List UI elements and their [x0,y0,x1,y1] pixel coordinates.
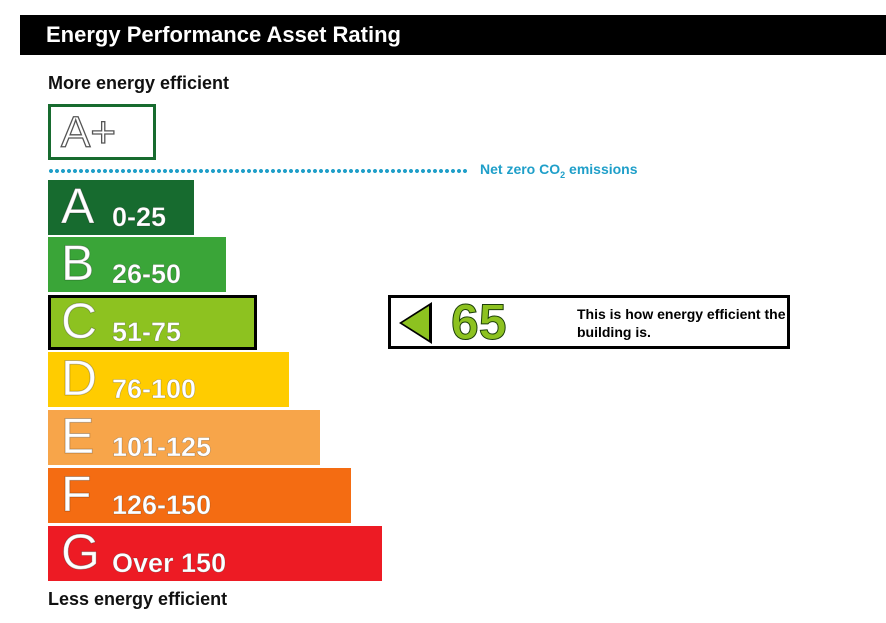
rating-band-e: E 101-125 [48,408,320,465]
band-letter: D [60,350,98,407]
band-letter: B [60,235,95,292]
net-zero-prefix: Net zero CO [480,161,561,177]
rating-band-b: B 26-50 [48,235,226,292]
aplus-letter: A+ [60,107,117,157]
band-range: 0-25 [112,202,167,233]
rating-band-g: G Over 150 [48,524,382,581]
band-letter: C [60,293,98,350]
band-letter: G [61,524,101,581]
current-rating-indicator: 65 This is how energy efficient the buil… [388,294,790,351]
band-range: 26-50 [112,259,182,290]
rating-band-d: D 76-100 [48,350,289,407]
rating-arrow-fill [402,306,429,340]
aplus-band: A+ [48,104,156,160]
more-efficient-label: More energy efficient [48,73,230,93]
band-letter: F [61,466,93,523]
band-range: 101-125 [112,432,212,463]
net-zero-dotted-line [48,168,468,174]
band-range: 51-75 [112,317,182,348]
page-title: Energy Performance Asset Rating [20,15,886,55]
net-zero-subscript: 2 [560,169,566,180]
band-range: 126-150 [112,490,212,521]
less-efficient-label: Less energy efficient [48,589,228,609]
rating-value: 65 [451,294,508,351]
rating-band-c: C 51-75 [48,293,257,350]
net-zero-label: Net zero CO2 emissions [480,161,638,180]
rating-band-a: A 0-25 [48,178,194,235]
rating-band-f: F 126-150 [48,466,351,523]
band-letter: A [60,178,95,235]
band-letter: E [60,408,95,465]
band-range: Over 150 [112,548,227,579]
band-range: 76-100 [112,374,197,405]
rating-description: This is how energy efficient the buildin… [577,306,786,340]
net-zero-suffix: emissions [565,161,638,177]
